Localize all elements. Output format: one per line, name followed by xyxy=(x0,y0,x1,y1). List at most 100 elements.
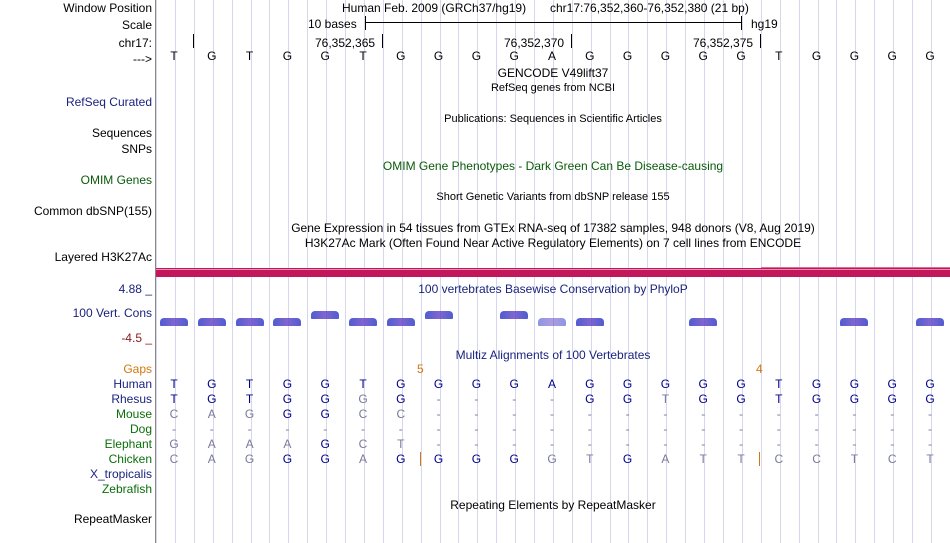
alignment-base: - xyxy=(928,437,932,451)
browser-image-area[interactable]: Human Feb. 2009 (GRCh37/hg19) chr17:76,3… xyxy=(156,0,950,543)
alignment-base: G xyxy=(320,392,330,406)
label-100-vert-cons[interactable]: 100 Vert. Cons xyxy=(72,306,152,320)
alignment-base: - xyxy=(512,437,517,451)
ruler-tick xyxy=(193,34,194,48)
alignment-base: C xyxy=(812,452,821,466)
label-species-human[interactable]: Human xyxy=(113,377,152,391)
sequence-base: G xyxy=(396,49,406,63)
gap-count-1: 5 xyxy=(417,362,424,376)
sequence-base: G xyxy=(660,49,671,63)
alignment-base: G xyxy=(547,452,557,466)
h3k27ac-track-title[interactable]: H3K27Ac Mark (Often Found Near Active Re… xyxy=(304,236,802,250)
alignment-base: T xyxy=(359,377,367,391)
conservation-logo-glyph xyxy=(424,311,453,319)
conservation-logo-glyph xyxy=(235,318,264,326)
label-repeatmasker[interactable]: RepeatMasker xyxy=(73,512,152,526)
alignment-base: A xyxy=(358,452,367,466)
phylop-track-title[interactable]: 100 vertebrates Basewise Conservation by… xyxy=(418,282,688,296)
alignment-base: A xyxy=(661,452,670,466)
label-snps[interactable]: SNPs xyxy=(121,142,152,156)
publications-track-title[interactable]: Publications: Sequences in Scientific Ar… xyxy=(444,113,662,125)
alignment-base: G xyxy=(925,392,935,406)
alignment-base: - xyxy=(852,437,857,451)
conservation-logo-glyph xyxy=(160,318,188,326)
label-species-chicken[interactable]: Chicken xyxy=(108,452,152,466)
ruler-coord: 76,352,370 xyxy=(504,36,565,50)
h3k27ac-signal-bar[interactable] xyxy=(156,268,950,277)
alignment-base: G xyxy=(282,392,293,406)
alignment-base: - xyxy=(474,437,479,451)
alignment-base: G xyxy=(244,407,255,421)
alignment-base: A xyxy=(283,437,292,451)
alignment-base: T xyxy=(170,392,178,406)
label-scale: Scale xyxy=(121,18,152,32)
label-common-dbsnp[interactable]: Common dbSNP(155) xyxy=(33,204,152,218)
gencode-track-title[interactable]: GENCODE V49lift37 xyxy=(497,66,609,80)
alignment-base: G xyxy=(887,392,897,406)
sequence-base: T xyxy=(775,49,783,63)
scale-bar-line xyxy=(365,22,742,23)
label-species-dog[interactable]: Dog xyxy=(129,422,152,436)
conservation-logo-glyph xyxy=(689,318,718,326)
alignment-base: C xyxy=(169,407,179,421)
ruler-coord: 76,352,375 xyxy=(693,36,754,50)
sequence-base: G xyxy=(509,49,519,63)
alignment-base: G xyxy=(433,377,444,391)
alignment-base: G xyxy=(471,377,482,391)
label-layered-h3k27ac[interactable]: Layered H3K27Ac xyxy=(54,250,152,264)
alignment-base: G xyxy=(849,377,860,391)
label-gaps[interactable]: Gaps xyxy=(123,362,152,376)
track-label-panel: Window Position Scale chr17: ---> RefSeq… xyxy=(0,0,155,543)
alignment-base: T xyxy=(926,452,934,466)
alignment-base: T xyxy=(775,392,783,406)
alignment-base: - xyxy=(512,422,517,436)
alignment-base: G xyxy=(925,377,935,391)
label-species-zebrafish[interactable]: Zebrafish xyxy=(101,482,152,496)
alignment-base: - xyxy=(247,422,252,436)
alignment-base: - xyxy=(701,407,706,421)
alignment-base: T xyxy=(775,377,783,391)
label-omim-genes[interactable]: OMIM Genes xyxy=(80,173,152,187)
alignment-base: G xyxy=(433,452,444,466)
alignment-base: - xyxy=(474,407,479,421)
refseq-track-title[interactable]: RefSeq genes from NCBI xyxy=(490,82,616,94)
gtex-track-title[interactable]: Gene Expression in 54 tissues from GTEx … xyxy=(291,221,815,235)
alignment-base: G xyxy=(471,452,482,466)
label-species-rhesus[interactable]: Rhesus xyxy=(111,392,152,406)
omim-track-title[interactable]: OMIM Gene Phenotypes - Dark Green Can Be… xyxy=(382,159,724,173)
alignment-base: - xyxy=(550,392,554,406)
alignment-base: G xyxy=(282,377,293,391)
dbsnp-track-title[interactable]: Short Genetic Variants from dbSNP releas… xyxy=(436,191,670,203)
alignment-base: G xyxy=(282,407,293,421)
alignment-base: - xyxy=(814,437,819,451)
repeatmasker-track-title[interactable]: Repeating Elements by RepeatMasker xyxy=(450,498,656,512)
alignment-base: - xyxy=(701,422,706,436)
alignment-base: G xyxy=(622,377,633,391)
scale-bar-left-end xyxy=(365,16,366,30)
alignment-base: A xyxy=(547,377,556,391)
alignment-base: A xyxy=(245,437,254,451)
assembly-label: Human Feb. 2009 (GRCh37/hg19) xyxy=(342,1,527,15)
position-label: chr17:76,352,360-76,352,380 (21 bp) xyxy=(550,1,749,15)
alignment-base: - xyxy=(776,437,781,451)
alignment-base: C xyxy=(358,407,368,421)
alignment-base: - xyxy=(663,407,668,421)
alignment-base: G xyxy=(207,392,217,406)
alignment-base: G xyxy=(207,377,217,391)
label-sequences[interactable]: Sequences xyxy=(91,126,152,140)
multiz-track-title[interactable]: Multiz Alignments of 100 Vertebrates xyxy=(455,348,651,362)
label-species-x-tropicalis[interactable]: X_tropicalis xyxy=(89,467,152,481)
h3k27ac-signal-highlight xyxy=(156,269,950,270)
alignment-base: G xyxy=(698,377,708,391)
alignment-base: G xyxy=(320,407,330,421)
label-species-mouse[interactable]: Mouse xyxy=(115,407,152,421)
alignment-base: G xyxy=(736,377,746,391)
label-strand-arrow[interactable]: ---> xyxy=(133,52,152,66)
label-refseq-curated[interactable]: RefSeq Curated xyxy=(65,95,152,109)
sequence-base: A xyxy=(547,49,556,63)
alignment-base: T xyxy=(245,392,254,406)
alignment-base: A xyxy=(207,407,216,421)
alignment-base: - xyxy=(814,407,819,421)
alignment-base: - xyxy=(663,422,668,436)
label-species-elephant[interactable]: Elephant xyxy=(104,437,152,451)
